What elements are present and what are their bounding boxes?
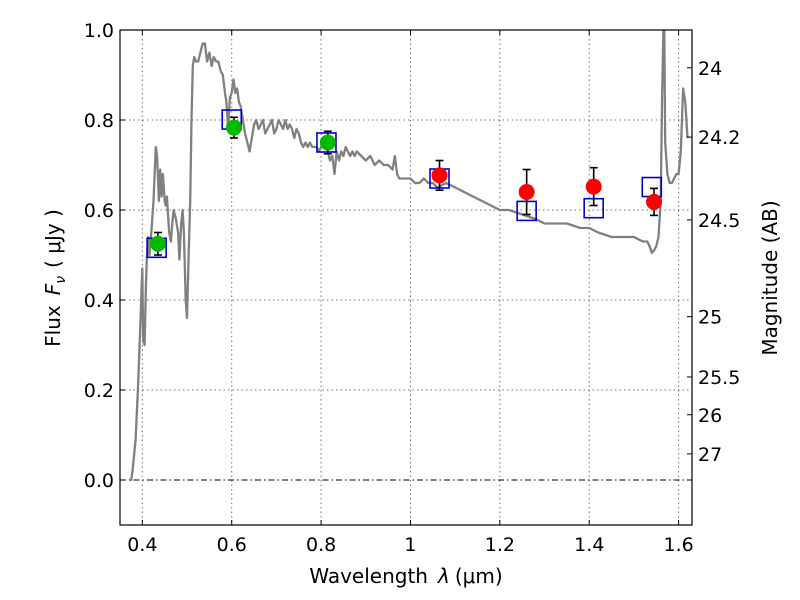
y-tick-label: 0.8 (84, 110, 114, 132)
y2-tick-label: 24.5 (698, 210, 740, 232)
observed-point (225, 119, 242, 136)
model-spectrum-line (128, 30, 689, 482)
model-photometry-square (316, 132, 337, 153)
plot-area (120, 30, 692, 482)
y-tick-label: 0.2 (84, 380, 114, 402)
axes: 0.4 0.6 0.8 1 1.2 1.4 1.6 0.0 0.2 0.4 0.6 0.8 1.0 24 2… (84, 20, 741, 556)
y-tick-label: 0.6 (84, 200, 114, 222)
y2-tick-label: 24.2 (698, 127, 740, 149)
y-axis-label: FluxFν( μJy ) (41, 209, 69, 347)
observed-point (149, 235, 166, 252)
y-tick-label: 1.0 (84, 20, 114, 42)
plot-frame (119, 29, 693, 526)
observed-point (646, 193, 663, 210)
y2-tick-label: 25.5 (698, 367, 740, 389)
y2-tick-label: 26 (698, 405, 722, 427)
observed-point (319, 134, 336, 151)
x-tick-label: 0.6 (217, 534, 247, 556)
y-tick-label: 0.4 (84, 290, 114, 312)
y2-tick-label: 27 (698, 444, 722, 466)
y2-tick-label: 24 (698, 58, 722, 80)
observed-point (431, 167, 448, 184)
observed-point (585, 178, 602, 195)
x-tick-label: 1.4 (574, 534, 604, 556)
x-tick-label: 1 (404, 534, 416, 556)
x-tick-label: 0.4 (127, 534, 157, 556)
y2-axis-label: Magnitude (AB) (758, 200, 782, 355)
x-tick-label: 1.6 (663, 534, 693, 556)
y-tick-label: 0.0 (84, 470, 114, 492)
observed-point (518, 184, 535, 200)
y2-tick-label: 25 (698, 307, 722, 329)
x-tick-label: 1.2 (485, 534, 515, 556)
x-tick-label: 0.8 (306, 534, 336, 556)
x-axis-label: Wavelength λ (μm) (309, 564, 502, 588)
